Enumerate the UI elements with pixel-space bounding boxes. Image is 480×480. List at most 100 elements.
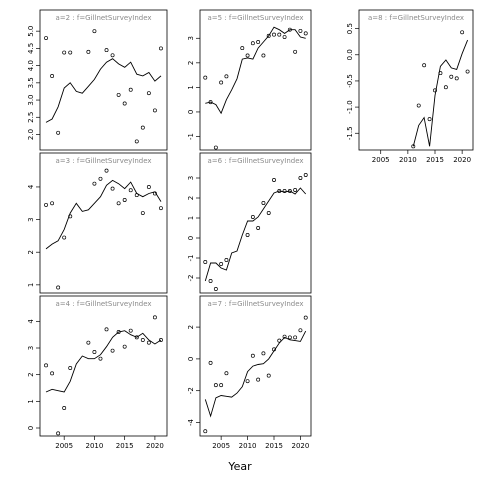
observation-point <box>203 429 208 434</box>
x-axis-label: Year <box>227 460 252 473</box>
observation-point <box>240 46 245 51</box>
observation-point <box>272 347 276 352</box>
observation-point <box>224 74 229 79</box>
observation-point <box>460 30 465 35</box>
panel-strip-label: a=7 : f=GillnetSurveyIndex <box>207 300 303 308</box>
observation-point <box>293 49 298 54</box>
observation-point <box>433 88 437 93</box>
panel-1: a=2 : f=GillnetSurveyIndex 2.0 2.5 3.0 3.5 4.… <box>27 9 168 151</box>
observation-point <box>422 63 427 68</box>
y-tick-label: -4 <box>187 418 195 426</box>
y-tick-label: -2 <box>187 387 195 394</box>
observation-point <box>245 53 250 58</box>
observation-point <box>282 189 287 193</box>
observation-point <box>261 351 266 356</box>
x-tick-label: 2015 <box>426 156 444 164</box>
observation-point <box>134 193 139 198</box>
y-tick-label: 0 <box>187 236 195 240</box>
panel-frame <box>199 152 312 294</box>
observation-point <box>62 406 67 410</box>
panel-strip-label: a=6 : f=GillnetSurveyIndex <box>207 157 303 165</box>
observation-point <box>303 315 308 320</box>
y-tick-label: 0.5 <box>346 23 354 34</box>
panel-strip-label: a=2 : f=GillnetSurveyIndex <box>55 14 151 22</box>
observation-point <box>86 49 91 54</box>
observation-point <box>219 80 224 85</box>
y-tick-label: 0 <box>187 110 195 114</box>
panel-frame <box>199 9 312 151</box>
observation-point <box>152 315 157 320</box>
observation-point <box>256 40 261 44</box>
observation-point <box>56 130 61 135</box>
observation-point <box>272 178 276 182</box>
observation-point <box>68 366 73 370</box>
x-tick-label: 2015 <box>116 442 134 450</box>
fitted-line <box>412 39 469 147</box>
observation-point <box>293 335 298 340</box>
fitted-line <box>204 330 307 418</box>
y-tick-label: 3 <box>187 176 195 180</box>
x-tick-label: 2020 <box>146 442 164 450</box>
fitted-line <box>45 330 162 393</box>
y-tick-label: -2 <box>187 275 195 282</box>
observation-point <box>250 215 255 219</box>
observation-point <box>287 335 292 340</box>
panel-strip-label: a=8 : f=GillnetSurveyIndex <box>368 14 464 22</box>
panel-6: a=4 : f=GillnetSurveyIndex 0 1 2 3 4 2005 2010 2… <box>27 295 168 450</box>
y-tick-label: 0 <box>27 426 35 430</box>
panel-frame <box>39 152 168 294</box>
y-tick-label: -1 <box>187 133 195 140</box>
observation-point <box>110 53 115 58</box>
x-tick-label: 2015 <box>265 442 283 450</box>
observation-point <box>44 202 48 207</box>
observation-point <box>250 41 255 46</box>
y-tick-label: 2 <box>27 250 35 254</box>
observation-point <box>208 360 213 365</box>
observation-point <box>159 46 163 51</box>
y-tick-label: 1 <box>27 283 35 287</box>
observation-point <box>50 73 55 78</box>
observation-point <box>298 328 303 333</box>
panel-strip-label: a=3 : f=GillnetSurveyIndex <box>55 157 151 165</box>
observation-point <box>208 100 213 105</box>
observation-point <box>159 338 163 342</box>
observation-point <box>86 340 91 345</box>
observation-point <box>250 353 255 358</box>
observation-point <box>56 285 61 290</box>
y-tick-label: 1 <box>27 399 35 403</box>
fitted-line <box>45 58 162 123</box>
observation-point <box>122 101 127 106</box>
observation-point <box>92 29 97 34</box>
fitted-line <box>204 187 307 282</box>
observation-point <box>266 373 271 378</box>
y-tick-label: 5.0 <box>27 26 35 37</box>
observation-point <box>140 211 145 216</box>
observation-point <box>277 32 282 37</box>
y-tick-label: 4 <box>27 184 35 189</box>
observation-point <box>298 176 303 180</box>
observation-point <box>277 189 282 193</box>
panel-7: a=7 : f=GillnetSurveyIndex -4 -2 0 2 2005 2010… <box>187 295 312 450</box>
observation-point <box>287 27 292 32</box>
observation-point <box>277 338 282 343</box>
y-tick-label: 4 <box>27 319 35 324</box>
panel-3: a=8 : f=GillnetSurveyIndex -1.5 -1.0 -0.5 0.… <box>346 9 474 164</box>
observation-point <box>146 340 151 345</box>
observation-point <box>266 211 271 215</box>
y-tick-label: 4.5 <box>27 43 35 54</box>
observation-point <box>282 35 287 39</box>
observation-point <box>110 186 115 191</box>
y-tick-label: -1.0 <box>346 100 354 114</box>
panel-4: a=3 : f=GillnetSurveyIndex 1 2 3 4 <box>27 152 168 294</box>
observation-point <box>427 117 432 122</box>
observation-point <box>261 201 266 205</box>
y-tick-label: 0 <box>187 357 195 361</box>
observation-point <box>140 338 145 342</box>
y-tick-label: 0.0 <box>346 49 354 60</box>
observation-point <box>261 53 266 58</box>
y-tick-label: 2.0 <box>27 129 35 140</box>
observation-point <box>92 181 97 186</box>
observation-point <box>219 262 224 266</box>
y-tick-label: -1.5 <box>346 126 354 140</box>
